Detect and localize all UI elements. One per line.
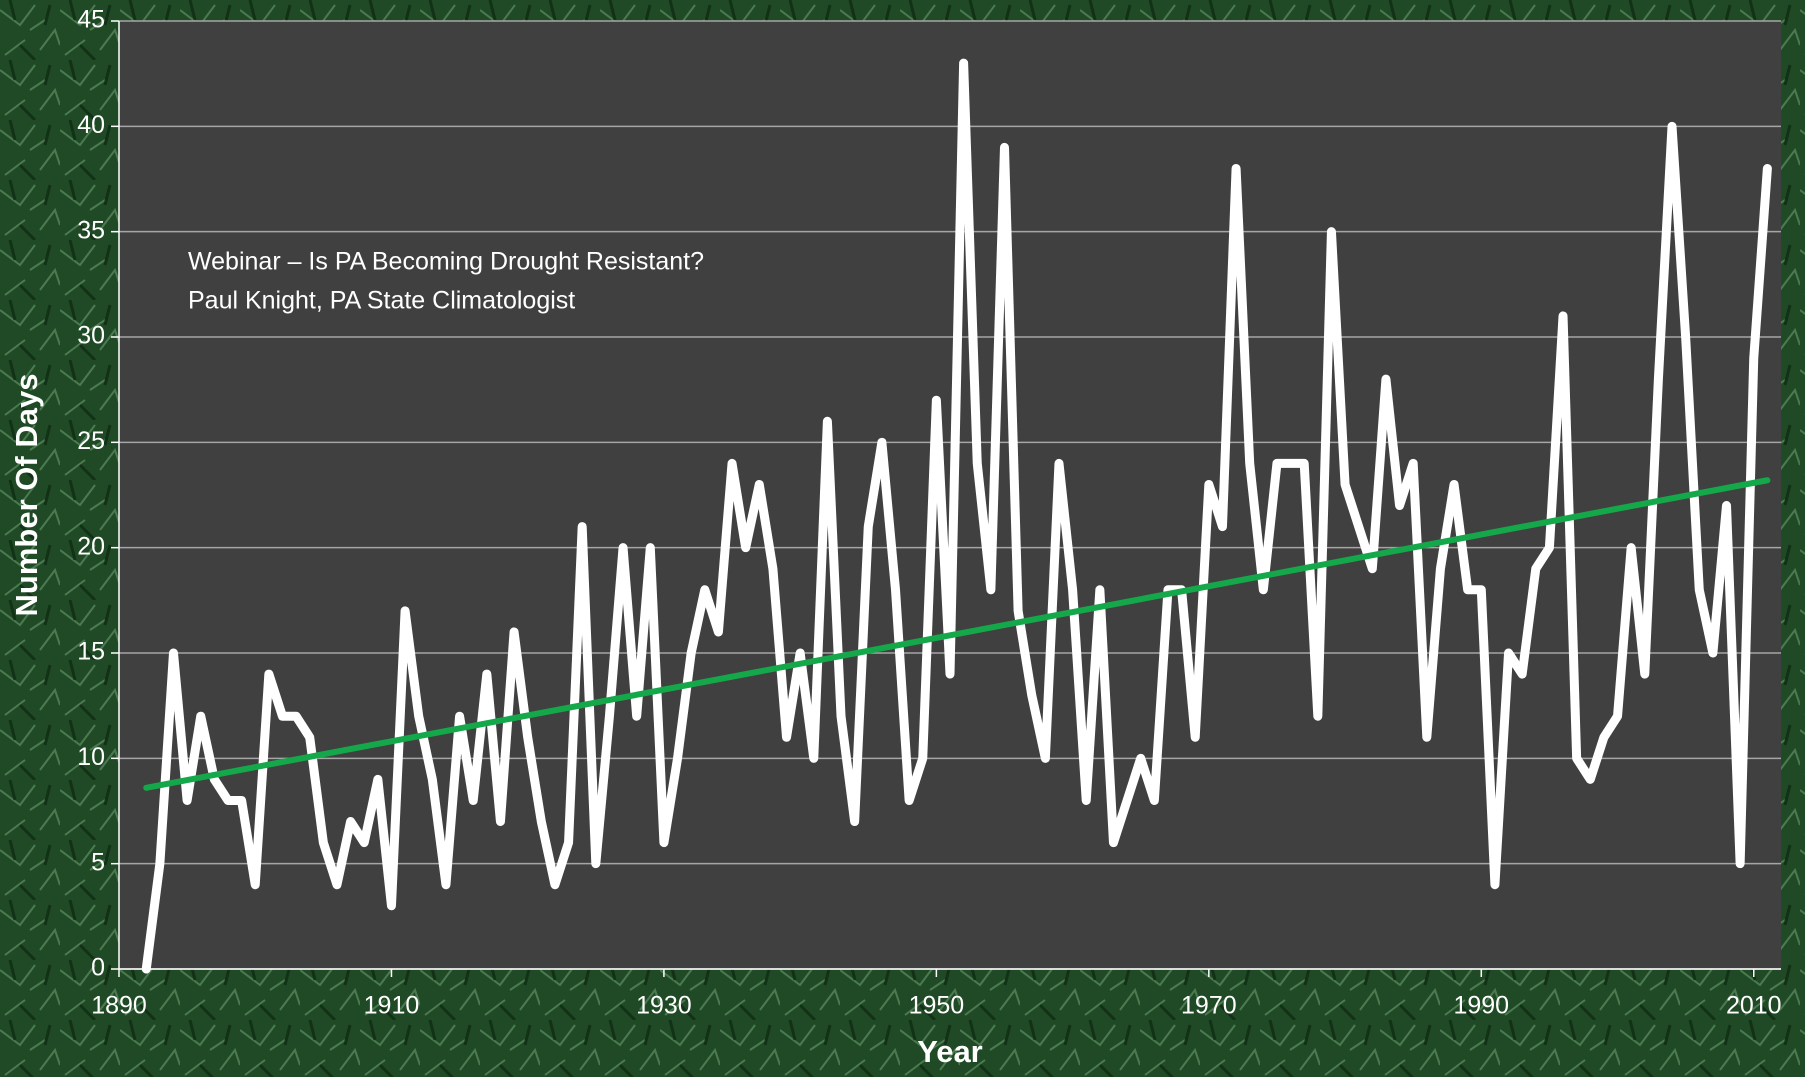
trend-line: [143, 477, 1771, 791]
data-line: [141, 58, 1772, 974]
x-tick-label: 1950: [909, 992, 965, 1020]
marks: [141, 58, 1772, 974]
x-tick-label: 1910: [364, 992, 420, 1020]
y-tick-label: 10: [77, 743, 105, 771]
y-tick-label: 30: [77, 322, 105, 350]
x-tick-label: 1990: [1453, 992, 1509, 1020]
x-tick-label: 1970: [1181, 992, 1237, 1020]
x-axis-title: Year: [917, 1034, 983, 1069]
x-tick-label: 2010: [1726, 992, 1782, 1020]
y-tick-label: 45: [77, 6, 105, 34]
x-tick-label: 1930: [636, 992, 692, 1020]
y-axis-title: Number Of Days: [9, 374, 44, 617]
annotation: Paul Knight, PA State Climatologist: [188, 287, 575, 315]
y-tick-label: 25: [77, 427, 105, 455]
annotation: Webinar – Is PA Becoming Drought Resista…: [188, 248, 704, 276]
y-tick-label: 5: [91, 848, 105, 876]
x-tick-label: 1890: [91, 992, 147, 1020]
y-tick-label: 20: [77, 532, 105, 560]
grid: [119, 20, 1781, 970]
y-tick-label: 0: [91, 954, 105, 982]
y-tick-label: 40: [77, 111, 105, 139]
y-tick-label: 35: [77, 216, 105, 244]
y-tick-label: 15: [77, 638, 105, 666]
